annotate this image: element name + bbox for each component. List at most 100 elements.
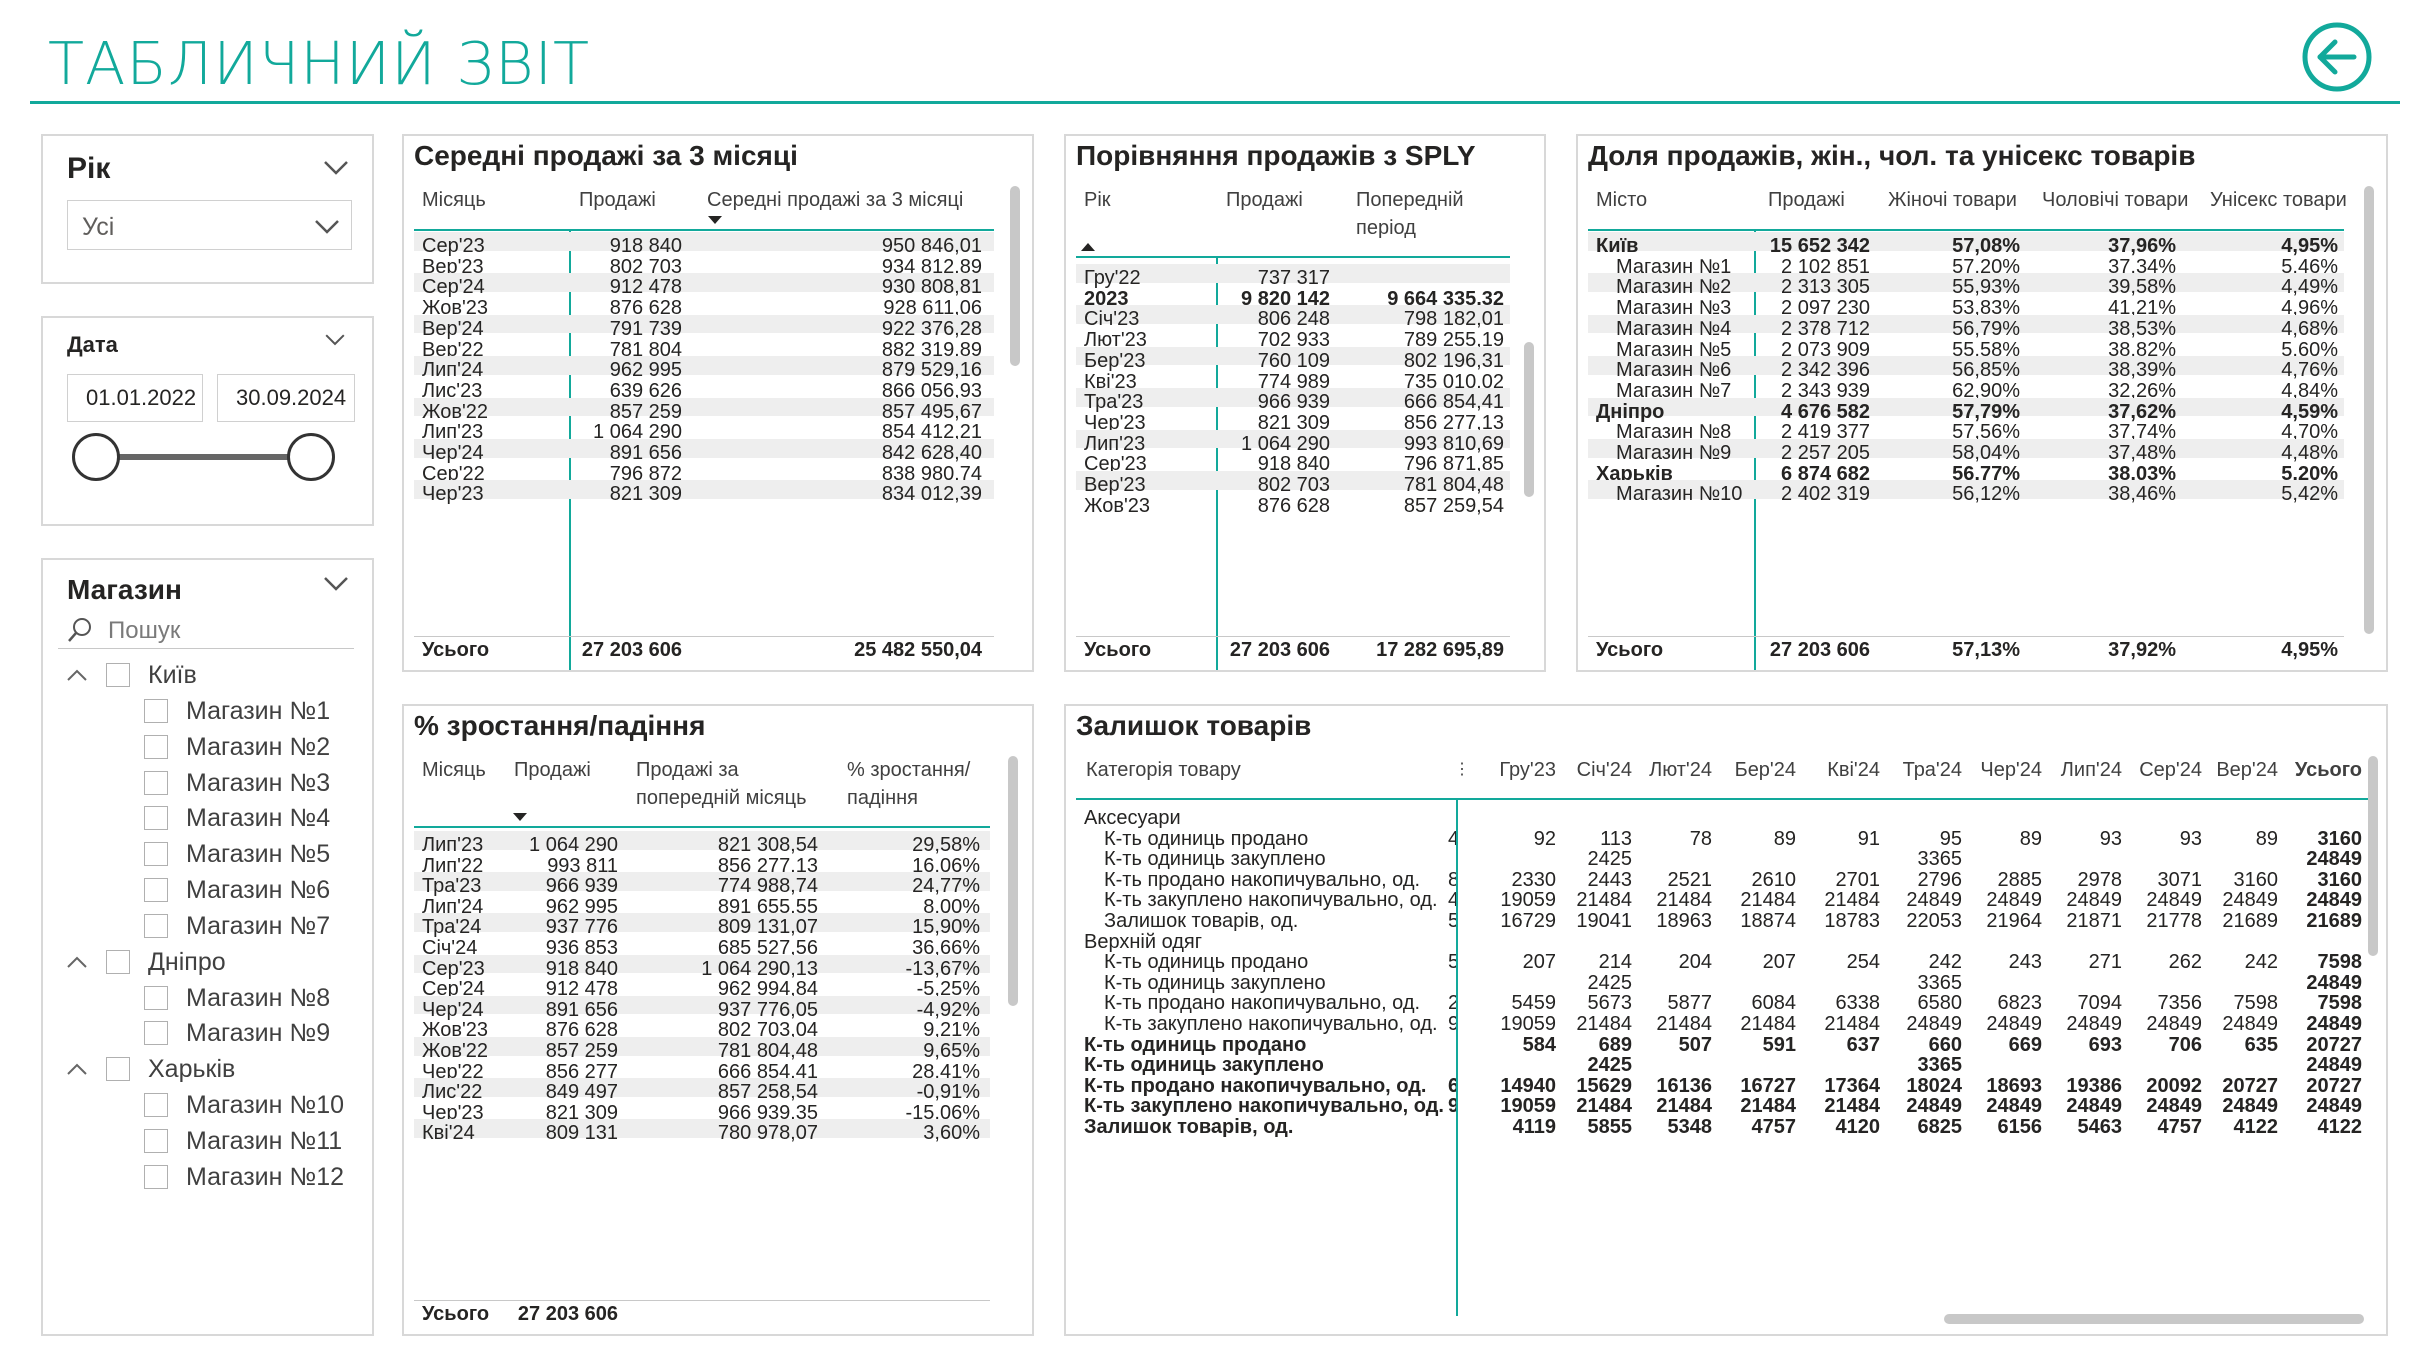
row-band <box>414 273 994 293</box>
chevron-down-icon[interactable] <box>323 332 347 348</box>
stock-cell: 20727 <box>2306 1033 2362 1056</box>
checkbox[interactable] <box>144 842 168 867</box>
chevron-up-icon[interactable] <box>66 955 88 969</box>
growth-header-prev-2[interactable]: попередній місяць <box>636 787 807 809</box>
share-header-female[interactable]: Жіночі товари <box>1888 189 2017 211</box>
growth-header-pct-2[interactable]: падіння <box>847 787 918 809</box>
checkbox[interactable] <box>144 699 168 723</box>
avg-sales-header-month[interactable]: Місяць <box>422 189 486 211</box>
avg-sales-total-avg: 25 482 550,04 <box>854 639 982 661</box>
avg-sales-header-sales[interactable]: Продажі <box>579 189 656 211</box>
tree-store-item[interactable]: Магазин №6 <box>60 875 360 905</box>
growth-header-month[interactable]: Місяць <box>422 759 486 781</box>
checkbox[interactable] <box>144 913 168 938</box>
store-search-input[interactable]: Пошук <box>108 617 181 644</box>
growth-cell: Лип'22 <box>422 854 484 877</box>
stock-header-month[interactable]: Бер'24 <box>1734 759 1796 781</box>
sply-header-prev-2[interactable]: період <box>1356 217 1416 239</box>
sply-header-prev[interactable]: Попередній <box>1356 189 1464 211</box>
row-band <box>1588 439 2344 458</box>
checkbox[interactable] <box>144 806 168 831</box>
checkbox[interactable] <box>144 734 168 759</box>
share-header-male[interactable]: Чоловічі товари <box>2042 189 2189 211</box>
chevron-down-icon[interactable] <box>321 158 351 178</box>
checkbox[interactable] <box>144 985 168 1010</box>
vertical-scrollbar[interactable] <box>2364 186 2374 634</box>
year-dropdown[interactable]: Усі <box>67 200 352 250</box>
date-end-input[interactable]: 30.09.2024 <box>217 374 355 422</box>
checkbox[interactable] <box>106 949 130 974</box>
share-cell: 38,82% <box>2108 338 2176 361</box>
growth-header-pct[interactable]: % зростання/ <box>847 759 971 781</box>
stock-header-month[interactable]: Тра'24 <box>1902 759 1962 781</box>
tree-city-label: Харьків <box>148 1055 236 1084</box>
checkbox[interactable] <box>144 1021 168 1046</box>
stock-cell: 2443 <box>1587 868 1633 891</box>
checkbox[interactable] <box>144 878 168 902</box>
tree-store-item[interactable]: Магазин №8 <box>60 983 360 1013</box>
avg-sales-header-avg[interactable]: Середні продажі за 3 місяці <box>707 189 964 211</box>
stock-header-month[interactable]: Сер'24 <box>2139 759 2202 781</box>
checkbox[interactable] <box>106 663 130 687</box>
chevron-up-icon[interactable] <box>66 1062 88 1076</box>
tree-city-0[interactable]: Київ <box>60 660 360 690</box>
sply-cell: 737 317 <box>1257 267 1330 289</box>
tree-store-item[interactable]: Магазин №9 <box>60 1018 360 1048</box>
tree-store-item[interactable]: Магазин №10 <box>60 1090 360 1120</box>
horizontal-scrollbar[interactable] <box>1944 1314 2364 1324</box>
share-header-unisex[interactable]: Унісекс товари <box>2210 189 2347 211</box>
tree-store-item[interactable]: Магазин №4 <box>60 803 360 833</box>
tree-store-item[interactable]: Магазин №7 <box>60 911 360 941</box>
vertical-scrollbar[interactable] <box>1524 342 1534 497</box>
stock-header-month[interactable]: Вер'24 <box>2216 759 2278 781</box>
stock-header-month[interactable]: Січ'24 <box>1576 759 1632 781</box>
date-range-start-handle[interactable] <box>72 433 120 481</box>
growth-cell: 15,90% <box>912 916 980 939</box>
stock-header-month[interactable]: Гру'23 <box>1499 759 1556 781</box>
tree-store-item[interactable]: Магазин №3 <box>60 768 360 798</box>
share-header-sales[interactable]: Продажі <box>1768 189 1845 211</box>
tree-city-1[interactable]: Дніпро <box>60 947 360 977</box>
share-total-female: 57,13% <box>1952 639 2020 661</box>
date-range-end-handle[interactable] <box>287 433 335 481</box>
vertical-scrollbar[interactable] <box>1010 186 1020 366</box>
stock-header-month[interactable]: Чер'24 <box>1980 759 2042 781</box>
stock-header-category[interactable]: Категорія товару <box>1086 759 1241 781</box>
tree-store-item[interactable]: Магазин №5 <box>60 839 360 869</box>
checkbox[interactable] <box>144 1129 168 1153</box>
chevron-down-icon[interactable] <box>321 574 351 594</box>
date-start-input[interactable]: 01.01.2022 <box>67 374 203 422</box>
growth-cell: Тра'23 <box>422 875 482 898</box>
sply-header-sales[interactable]: Продажі <box>1226 189 1303 211</box>
chevron-up-icon[interactable] <box>66 668 88 682</box>
checkbox[interactable] <box>144 1164 168 1189</box>
sply-cell: 735 010,02 <box>1403 370 1504 393</box>
tree-store-item[interactable]: Магазин №2 <box>60 732 360 762</box>
stock-header-month[interactable]: Лют'24 <box>1649 759 1712 781</box>
vertical-scrollbar[interactable] <box>2368 756 2378 956</box>
growth-cell: 29,58% <box>912 834 980 856</box>
growth-cell: 3,60% <box>923 1122 980 1145</box>
growth-header-prev[interactable]: Продажі за <box>636 759 739 781</box>
checkbox[interactable] <box>144 1093 168 1118</box>
stock-header-month[interactable]: Кві'24 <box>1827 759 1880 781</box>
avg-sales-cell: Вер'22 <box>422 338 484 361</box>
tree-store-item[interactable]: Магазин №12 <box>60 1162 360 1192</box>
stock-cell: 93 <box>2099 827 2122 850</box>
share-header-city[interactable]: Місто <box>1596 189 1648 211</box>
growth-header-sales[interactable]: Продажі <box>514 759 591 781</box>
growth-cell: Лип'24 <box>422 895 484 918</box>
sply-cell: Лип'23 <box>1084 432 1146 455</box>
sply-header-year[interactable]: Рік <box>1084 189 1111 211</box>
row-band <box>414 480 994 500</box>
checkbox[interactable] <box>106 1057 130 1082</box>
avg-sales-cell: 866 056,93 <box>881 379 982 402</box>
stock-header-month[interactable]: Лип'24 <box>2060 759 2122 781</box>
back-button[interactable] <box>2300 20 2374 94</box>
tree-store-item[interactable]: Магазин №1 <box>60 696 360 726</box>
tree-store-item[interactable]: Магазин №11 <box>60 1126 360 1156</box>
checkbox[interactable] <box>144 770 168 795</box>
stock-header-month[interactable]: Усього <box>2294 759 2362 781</box>
vertical-scrollbar[interactable] <box>1008 756 1018 1006</box>
tree-city-2[interactable]: Харьків <box>60 1054 360 1084</box>
